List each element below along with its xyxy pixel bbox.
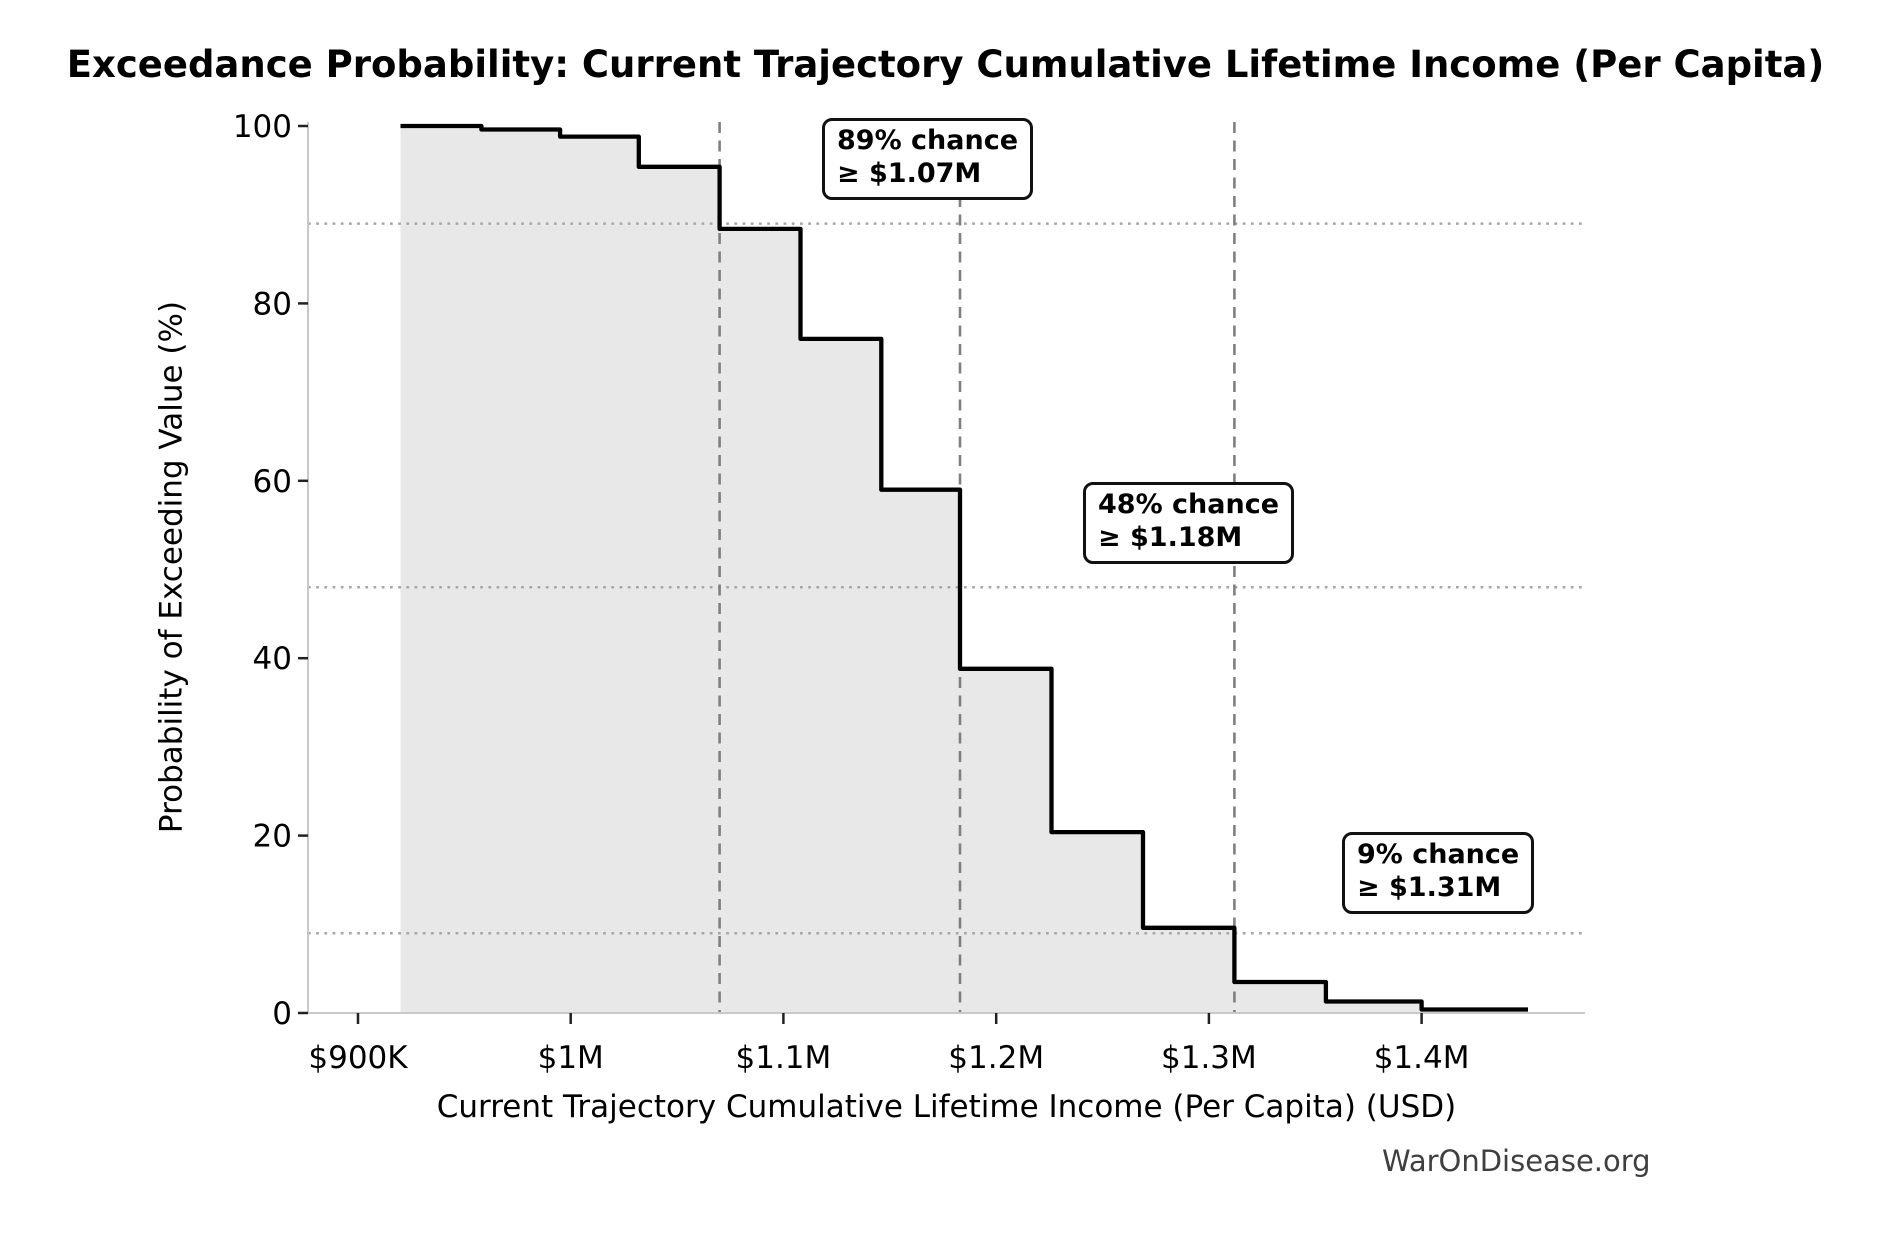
y-tick-label: 20: [253, 819, 292, 855]
y-tick-label: 0: [272, 996, 292, 1032]
x-tick-label: $1.2M: [948, 1040, 1044, 1076]
y-tick-label: 80: [253, 286, 292, 322]
y-tick-label: 40: [253, 641, 292, 677]
y-tick-label: 100: [233, 109, 292, 145]
curve-fill-area: [400, 126, 1528, 1013]
x-axis-label: Current Trajectory Cumulative Lifetime I…: [436, 1089, 1457, 1125]
y-tick-label: 60: [253, 464, 292, 500]
x-tick-label: $900K: [308, 1040, 408, 1076]
x-tick-label: $1.3M: [1161, 1040, 1257, 1076]
x-tick-label: $1.4M: [1374, 1040, 1470, 1076]
x-tick-label: $1.1M: [736, 1040, 832, 1076]
chart-title: Exceedance Probability: Current Trajecto…: [66, 43, 1825, 86]
watermark-text: WarOnDisease.org: [1382, 1144, 1651, 1178]
x-tick-label: $1M: [538, 1040, 604, 1076]
exceedance-step-curve: [400, 123, 1528, 1012]
y-axis-label: Probability of Exceeding Value (%): [153, 300, 190, 834]
